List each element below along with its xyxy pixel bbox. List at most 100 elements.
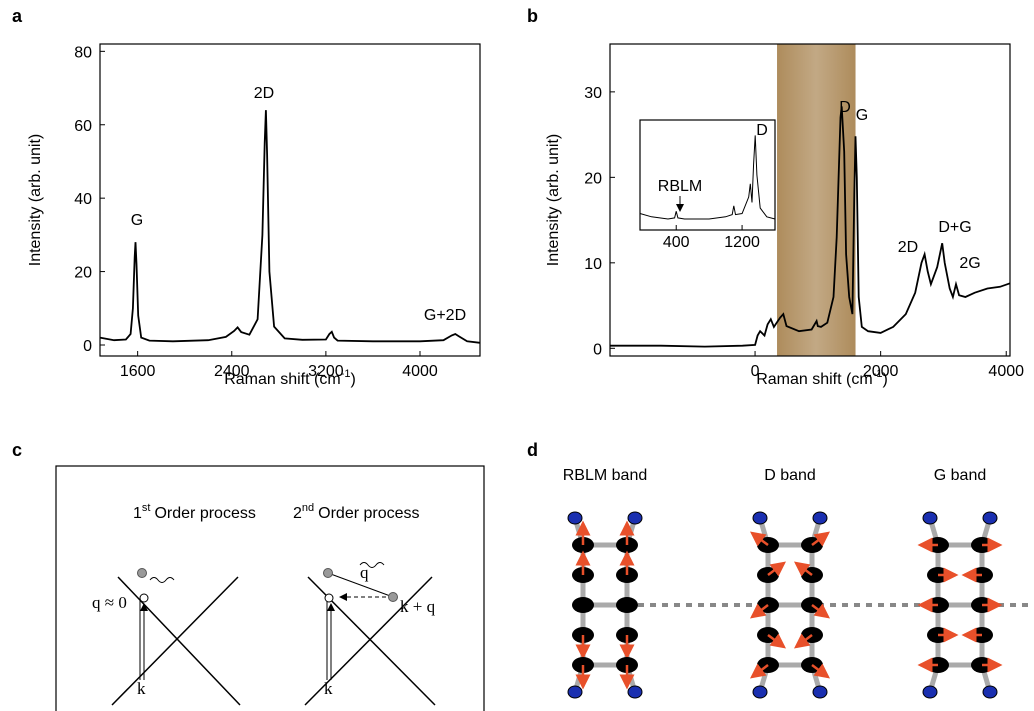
annotation: D+G [938, 219, 971, 236]
molecule [750, 511, 830, 699]
plot-frame [639, 119, 776, 231]
panel-label: b [527, 6, 538, 26]
x-tick-label: 4000 [402, 363, 438, 380]
chart: 1600 2400 3200 4000 0 20 40 60 80 G 2D G+2D Intensit… [27, 43, 481, 388]
x-tick-label: 4000 [988, 363, 1024, 380]
h-atom [752, 511, 768, 525]
text: ) [350, 371, 355, 388]
displacement-arrow [767, 561, 786, 577]
spectrum-line [610, 106, 1011, 348]
x-tick-label: 2000 [863, 363, 899, 380]
h-atom [627, 685, 643, 699]
text: 1 [133, 505, 142, 522]
label: k + q [400, 597, 436, 616]
text: Raman shift (cm [224, 371, 340, 388]
annotation: 2G [959, 255, 980, 272]
shade-fade [777, 44, 856, 356]
dispersion [111, 562, 436, 706]
plot-frame [609, 43, 1011, 357]
process-title: 1st Order process [133, 502, 256, 522]
y-tick-label: 20 [74, 265, 92, 282]
h-atom [812, 511, 828, 525]
displacement-arrow [794, 561, 813, 577]
y-tick-label: 0 [83, 338, 92, 355]
h-atom [982, 511, 998, 525]
x-tick-label: 1600 [120, 363, 156, 380]
annotation: G [856, 107, 868, 124]
displacement-arrow [750, 663, 769, 679]
h-atom [922, 511, 938, 525]
h-atom [627, 511, 643, 525]
text: ) [882, 371, 887, 388]
y-axis-label: Intensity (arb. unit) [545, 134, 562, 267]
displacement-arrow [750, 603, 769, 619]
label: q ≈ 0 [92, 593, 127, 612]
band-title: RBLM band [563, 467, 648, 484]
annotation: D [839, 99, 851, 116]
annotation: RBLM [658, 178, 702, 195]
text: nd [302, 502, 314, 514]
y-tick-label: 80 [74, 44, 92, 61]
displacement-arrow [811, 663, 830, 679]
y-tick-label: 60 [74, 118, 92, 135]
x-tick-label: 3200 [308, 363, 344, 380]
annotation: G+2D [424, 307, 466, 324]
frame [55, 465, 485, 711]
annotation: 2D [898, 239, 918, 256]
displacement-arrow [767, 633, 786, 649]
label: q [360, 563, 369, 582]
h-atom [752, 685, 768, 699]
annotation: D [756, 122, 768, 139]
panel-label: d [527, 440, 538, 460]
panel-label: a [12, 6, 23, 26]
displacement-arrow [811, 603, 830, 619]
h-atom [922, 685, 938, 699]
text: -1 [873, 368, 883, 380]
h-atom [567, 685, 583, 699]
x-tick-label: 1200 [724, 234, 760, 251]
y-tick-label: 30 [584, 85, 602, 102]
x-tick-label: 400 [663, 234, 690, 251]
plot-frame [99, 43, 481, 357]
x-tick-label: 2400 [214, 363, 250, 380]
h-atom [812, 685, 828, 699]
band-title: G band [934, 467, 986, 484]
displacement-arrow [750, 531, 769, 547]
label: k [137, 679, 146, 698]
y-tick-label: 10 [584, 256, 602, 273]
annotation: 2D [254, 85, 274, 102]
y-tick-label: 20 [584, 170, 602, 187]
band-title: D band [764, 467, 816, 484]
displacement-arrow [794, 633, 813, 649]
spectrum-line [639, 135, 776, 220]
spectrum-line [99, 110, 481, 344]
text: Order process [154, 505, 255, 522]
c-atom [616, 597, 638, 613]
inset-bg [640, 120, 775, 230]
diagram-c: 1st Order process 2nd Order process q ≈ 0 … [55, 465, 485, 711]
molecule [567, 511, 643, 699]
h-atom [982, 685, 998, 699]
y-axis-label: Intensity (arb. unit) [27, 134, 44, 267]
y-tick-label: 40 [74, 191, 92, 208]
c-atom [572, 597, 594, 613]
x-tick-label: 0 [751, 363, 760, 380]
displacement-arrow [811, 531, 830, 547]
process-title: 2nd Order process [293, 502, 420, 522]
x-axis-label: Raman shift (cm-1) [756, 368, 888, 388]
x-axis-label: Raman shift (cm-1) [224, 368, 356, 388]
annotation: G [131, 212, 143, 229]
molecule [917, 511, 1003, 699]
h-atom [567, 511, 583, 525]
text: 2 [293, 505, 302, 522]
text: -1 [341, 368, 351, 380]
text: Order process [318, 505, 419, 522]
y-tick-label: 0 [593, 341, 602, 358]
panel-label: c [12, 440, 22, 460]
text: st [142, 502, 151, 514]
label: k [324, 679, 333, 698]
text: Raman shift (cm [756, 371, 872, 388]
